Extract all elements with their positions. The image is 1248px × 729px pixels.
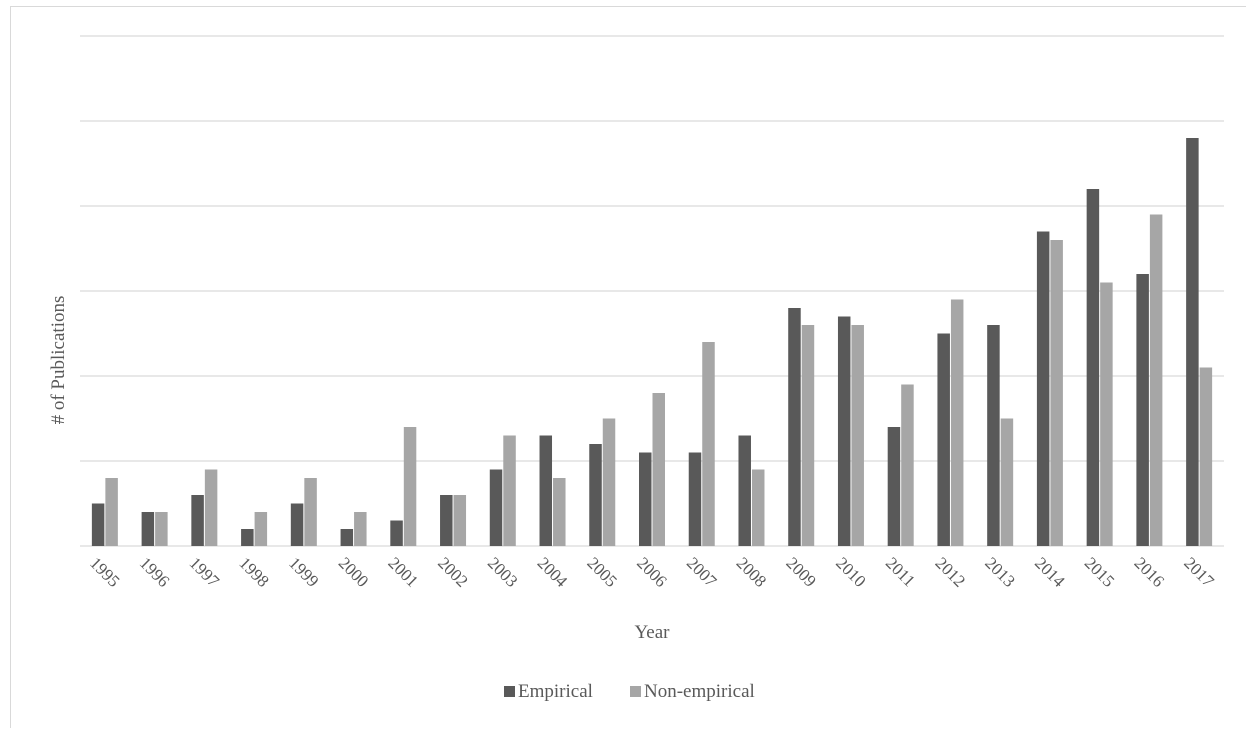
bar-non-empirical-1995: [105, 478, 118, 546]
bar-empirical-2006: [639, 452, 652, 546]
bar-non-empirical-2016: [1149, 214, 1163, 546]
bar-empirical-1999: [290, 503, 304, 546]
bar-empirical-2004: [539, 435, 553, 546]
x-tick-label: 2003: [484, 553, 521, 590]
x-tick-labels: 1995 1996 1997 1998 1999 2000 2001 2002 2003 2004…: [86, 553, 1218, 591]
x-tick-label: 1997: [186, 553, 224, 591]
bar-empirical-2015: [1086, 189, 1100, 546]
x-tick-label: 2010: [832, 553, 869, 590]
x-tick-label: 1999: [285, 553, 322, 590]
bar-non-empirical-1999: [304, 478, 317, 546]
bar-empirical-1997: [191, 495, 204, 546]
bars: [91, 138, 1213, 546]
bar-non-empirical-2014: [1050, 240, 1063, 546]
bar-empirical-1996: [141, 512, 155, 546]
x-tick-label: 1998: [235, 553, 272, 590]
bar-non-empirical-2004: [553, 478, 566, 546]
bar-non-empirical-2002: [453, 495, 467, 546]
x-tick-label: 2006: [633, 553, 670, 590]
bar-non-empirical-1997: [204, 469, 218, 546]
x-tick-label: 2000: [335, 553, 372, 590]
x-tick-label: 2002: [434, 553, 471, 590]
bar-empirical-2014: [1036, 231, 1050, 546]
bar-non-empirical-1998: [254, 512, 268, 546]
x-tick-label: 1995: [86, 553, 123, 590]
legend-swatch-empirical: [504, 686, 515, 697]
x-tick-label: 2016: [1131, 553, 1168, 590]
bar-empirical-2017: [1186, 138, 1199, 546]
x-tick-label: 2004: [534, 553, 572, 591]
bar-non-empirical-2009: [801, 325, 815, 546]
bar-non-empirical-2005: [602, 418, 616, 546]
legend-label-empirical: Empirical: [518, 681, 593, 702]
bar-empirical-2016: [1136, 274, 1149, 546]
bar-non-empirical-2017: [1199, 367, 1213, 546]
bar-empirical-2009: [788, 308, 801, 546]
x-axis-title: Year: [634, 622, 670, 643]
bar-non-empirical-2013: [1000, 418, 1014, 546]
x-tick-label: 2013: [981, 553, 1018, 590]
bar-non-empirical-2015: [1100, 282, 1113, 546]
bar-empirical-2012: [937, 333, 950, 546]
bar-empirical-2001: [390, 520, 403, 546]
bar-non-empirical-2001: [403, 427, 417, 546]
chart-frame: [10, 6, 1246, 728]
x-tick-label: 2015: [1081, 553, 1118, 590]
x-tick-label: 2008: [733, 553, 770, 590]
bar-empirical-1995: [91, 503, 105, 546]
legend: Empirical Non-empirical: [504, 681, 755, 702]
bar-empirical-2011: [887, 427, 901, 546]
bar-empirical-2010: [837, 316, 851, 546]
x-tick-label: 2001: [384, 553, 421, 590]
bar-empirical-2000: [340, 529, 354, 546]
bar-empirical-2013: [987, 325, 1000, 546]
bar-non-empirical-1996: [155, 512, 168, 546]
bar-non-empirical-2006: [652, 393, 665, 546]
legend-label-non-empirical: Non-empirical: [644, 681, 755, 702]
bar-empirical-2002: [440, 495, 453, 546]
legend-swatch-non-empirical: [630, 686, 641, 697]
bar-non-empirical-2000: [354, 512, 367, 546]
bar-empirical-2003: [489, 469, 503, 546]
bar-non-empirical-2003: [503, 435, 516, 546]
x-tick-label: 1996: [136, 553, 173, 590]
bar-empirical-2007: [688, 452, 702, 546]
x-tick-label: 2011: [882, 553, 919, 590]
bar-non-empirical-2008: [751, 469, 765, 546]
gridlines: [80, 35, 1224, 547]
x-tick-label: 2005: [583, 553, 620, 590]
y-axis-title: # of Publications: [48, 296, 69, 425]
bar-empirical-2008: [738, 435, 751, 546]
x-tick-label: 2014: [1031, 553, 1069, 591]
bar-empirical-1998: [241, 529, 254, 546]
x-tick-label: 2007: [683, 553, 721, 591]
x-tick-label: 2012: [932, 553, 969, 590]
x-tick-label: 2017: [1180, 553, 1218, 591]
bar-non-empirical-2012: [950, 299, 964, 546]
bar-non-empirical-2010: [851, 325, 864, 546]
bar-non-empirical-2011: [901, 384, 914, 546]
bar-empirical-2005: [589, 444, 602, 546]
bar-non-empirical-2007: [702, 342, 715, 546]
x-tick-label: 2009: [782, 553, 819, 590]
